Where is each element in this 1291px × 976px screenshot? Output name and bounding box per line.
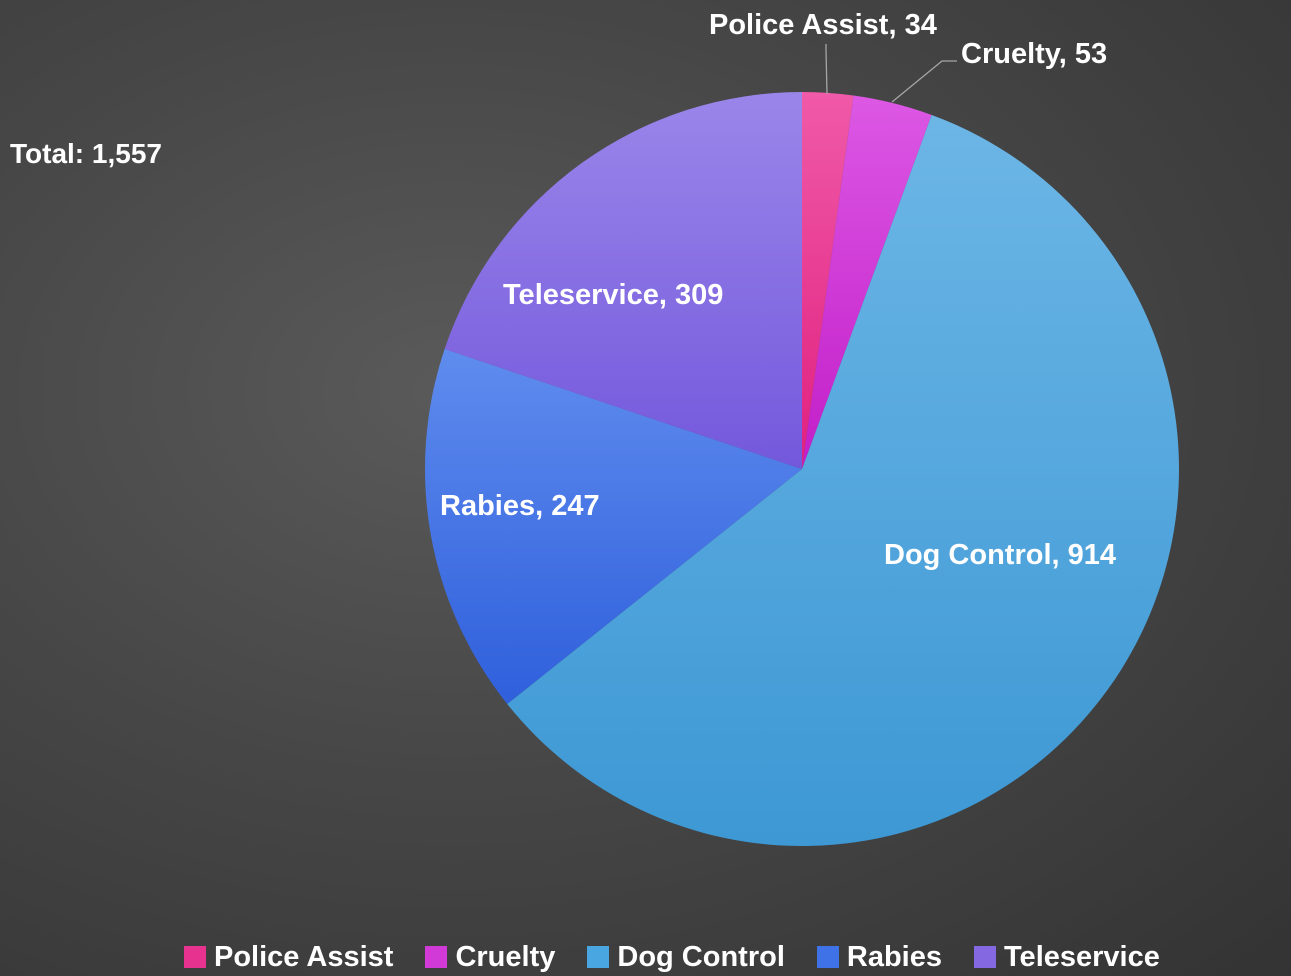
pie-slice-police-assist (802, 92, 854, 469)
legend-label-police-assist: Police Assist (214, 940, 394, 973)
legend-label-teleservice: Teleservice (1004, 940, 1160, 973)
legend-label-cruelty: Cruelty (455, 940, 556, 973)
pie-slice-dog-control (507, 114, 1180, 846)
total-label: Total: 1,557 (10, 138, 162, 169)
legend-swatch-teleservice (974, 946, 996, 968)
data-label-teleservice: Teleservice, 309 (503, 279, 723, 311)
data-label-police-assist: Police Assist, 34 (709, 9, 937, 41)
data-label-cruelty: Cruelty, 53 (961, 38, 1107, 70)
leader-line-cruelty (891, 60, 957, 103)
legend-label-dog-control: Dog Control (617, 940, 785, 973)
data-label-rabies: Rabies, 247 (440, 490, 600, 522)
leader-line-police-assist (825, 44, 828, 95)
legend-swatch-police-assist (184, 946, 206, 968)
pie-slice-teleservice (444, 92, 802, 469)
legend-item-rabies: Rabies (816, 940, 942, 974)
legend-item-cruelty: Cruelty (425, 941, 555, 974)
legend-item-dog-control: Dog Control (587, 941, 785, 974)
pie-slices (424, 92, 1180, 846)
leader-lines (825, 44, 957, 103)
legend: Police Assist Cruelty Dog Control Rabies… (184, 938, 1160, 976)
legend-swatch-cruelty (425, 946, 448, 968)
pie-slice-cruelty (802, 95, 932, 469)
pie-slice-rabies (424, 349, 802, 704)
legend-swatch-rabies (816, 946, 839, 968)
data-label-dog-control: Dog Control, 914 (884, 539, 1116, 571)
legend-label-rabies: Rabies (846, 940, 942, 973)
legend-item-teleservice: Teleservice (974, 941, 1160, 974)
pie-data-labels: Police Assist, 34 Cruelty, 53 Dog Contro… (440, 9, 1116, 571)
legend-swatch-dog-control (587, 946, 610, 968)
legend-item-police-assist: Police Assist (184, 941, 393, 974)
